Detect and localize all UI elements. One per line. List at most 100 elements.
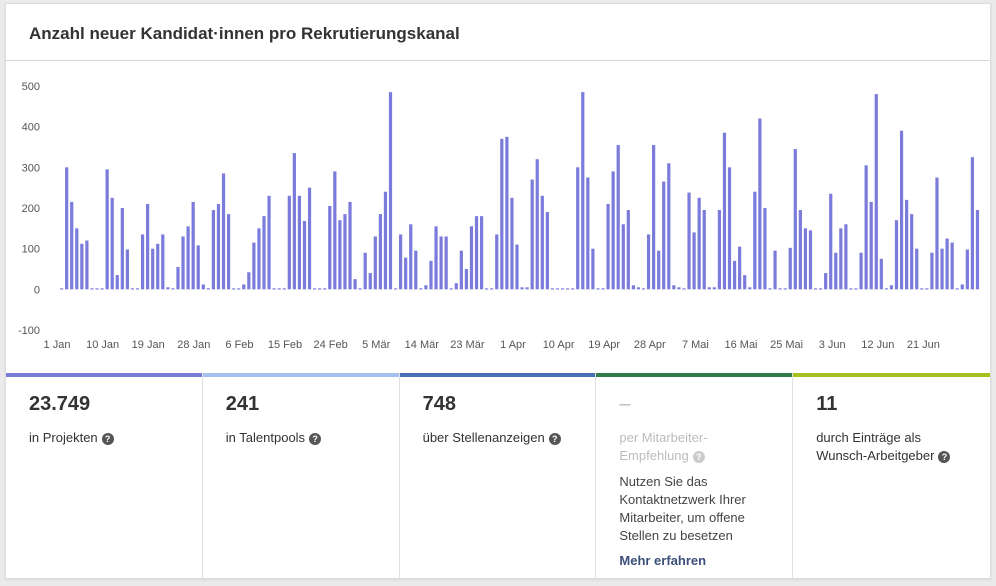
bar[interactable] xyxy=(282,288,286,290)
bar[interactable] xyxy=(515,244,519,290)
bar[interactable] xyxy=(894,220,899,290)
bar[interactable] xyxy=(186,226,190,290)
bar[interactable] xyxy=(373,236,377,290)
bar[interactable] xyxy=(176,266,180,290)
bar[interactable] xyxy=(267,195,271,290)
bar[interactable] xyxy=(763,208,767,290)
bar[interactable] xyxy=(156,243,160,290)
bar[interactable] xyxy=(662,181,666,290)
bar[interactable] xyxy=(505,136,509,290)
bar[interactable] xyxy=(707,287,711,290)
bar[interactable] xyxy=(216,203,221,290)
bar[interactable] xyxy=(930,252,934,290)
bar[interactable] xyxy=(864,165,868,290)
bar[interactable] xyxy=(970,157,974,290)
bar[interactable] xyxy=(328,205,332,290)
bar[interactable] xyxy=(712,287,716,290)
bar[interactable] xyxy=(110,197,114,290)
bar[interactable] xyxy=(576,167,580,290)
bar[interactable] xyxy=(85,240,89,290)
bar[interactable] xyxy=(338,220,342,290)
bar[interactable] xyxy=(910,214,914,290)
bar[interactable] xyxy=(905,199,909,290)
bar[interactable] xyxy=(191,201,195,290)
bar[interactable] xyxy=(869,201,873,290)
bar[interactable] xyxy=(70,201,74,290)
bar[interactable] xyxy=(161,234,165,290)
bar[interactable] xyxy=(808,230,813,290)
bar[interactable] xyxy=(798,210,802,290)
bar[interactable] xyxy=(257,228,261,290)
bar[interactable] xyxy=(960,284,964,290)
bar[interactable] xyxy=(95,288,99,290)
bar[interactable] xyxy=(677,287,681,290)
bar[interactable] xyxy=(287,195,291,290)
bar[interactable] xyxy=(525,287,529,290)
bar[interactable] xyxy=(824,273,828,290)
help-icon[interactable]: ? xyxy=(548,432,561,445)
bar[interactable] xyxy=(469,226,474,290)
bar[interactable] xyxy=(545,212,549,290)
bar[interactable] xyxy=(434,226,438,290)
bar[interactable] xyxy=(485,288,489,290)
bar[interactable] xyxy=(803,228,808,290)
bar[interactable] xyxy=(60,288,64,290)
bar[interactable] xyxy=(550,288,555,290)
bar[interactable] xyxy=(151,248,155,290)
bar[interactable] xyxy=(297,195,302,290)
bar[interactable] xyxy=(454,283,458,290)
bar[interactable] xyxy=(854,288,858,290)
bar[interactable] xyxy=(510,197,514,290)
bar[interactable] xyxy=(459,250,463,290)
bar[interactable] xyxy=(631,285,635,290)
bar[interactable] xyxy=(829,193,833,290)
bar[interactable] xyxy=(849,288,853,290)
bar[interactable] xyxy=(702,210,706,290)
bar[interactable] xyxy=(105,169,109,290)
bar[interactable] xyxy=(206,288,210,290)
bar[interactable] xyxy=(758,118,762,290)
bar[interactable] xyxy=(591,248,595,290)
bar[interactable] xyxy=(464,269,468,290)
bar[interactable] xyxy=(768,288,772,290)
bar[interactable] xyxy=(920,288,924,290)
bar[interactable] xyxy=(530,179,534,290)
bar[interactable] xyxy=(965,249,969,290)
bar[interactable] xyxy=(697,197,701,290)
bar[interactable] xyxy=(393,288,398,290)
bar[interactable] xyxy=(80,243,84,290)
bar[interactable] xyxy=(125,249,129,290)
help-icon[interactable]: ? xyxy=(309,432,322,445)
bar[interactable] xyxy=(596,288,600,290)
bar[interactable] xyxy=(520,287,524,290)
bar[interactable] xyxy=(732,260,737,290)
bar[interactable] xyxy=(874,94,878,290)
bar[interactable] xyxy=(211,210,215,290)
bar[interactable] xyxy=(950,242,954,290)
bar[interactable] xyxy=(793,149,797,290)
bar[interactable] xyxy=(414,250,418,290)
bar[interactable] xyxy=(571,288,575,290)
bar[interactable] xyxy=(444,236,448,290)
bar[interactable] xyxy=(925,288,929,290)
bar[interactable] xyxy=(889,285,894,290)
bar[interactable] xyxy=(302,221,307,290)
bar[interactable] xyxy=(555,288,560,290)
bar[interactable] xyxy=(171,288,175,290)
bar[interactable] xyxy=(783,288,787,290)
bar[interactable] xyxy=(560,288,565,290)
bar[interactable] xyxy=(318,288,322,290)
bar[interactable] xyxy=(196,245,200,290)
bar[interactable] xyxy=(722,132,727,290)
bar[interactable] xyxy=(135,288,140,290)
bar[interactable] xyxy=(363,252,367,290)
bar[interactable] xyxy=(237,288,241,290)
bar[interactable] xyxy=(646,234,651,290)
bar[interactable] xyxy=(748,287,752,290)
bar[interactable] xyxy=(383,191,388,290)
bar[interactable] xyxy=(166,287,170,290)
bar[interactable] xyxy=(424,285,428,290)
bar[interactable] xyxy=(581,92,585,290)
bar[interactable] xyxy=(819,288,823,290)
bar[interactable] xyxy=(146,203,150,290)
